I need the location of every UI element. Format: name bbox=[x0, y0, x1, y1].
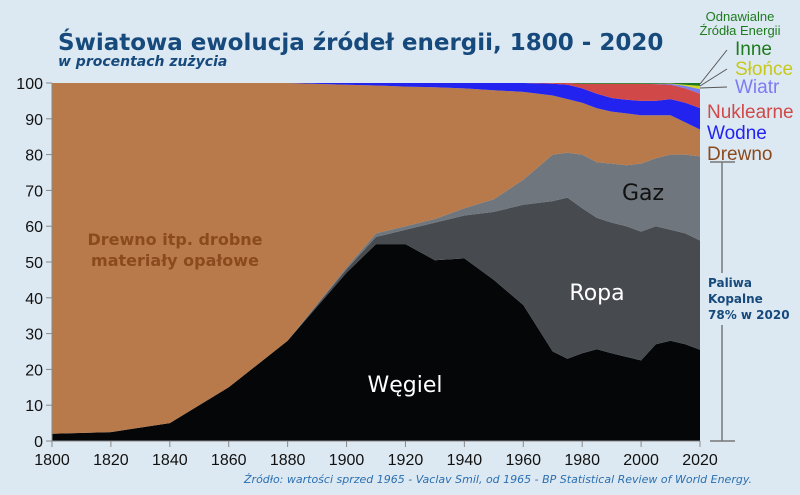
fossil-note-2: Kopalne bbox=[708, 292, 763, 306]
y-tick-label: 20 bbox=[25, 362, 43, 379]
fossil-note-1: Paliwa bbox=[708, 276, 752, 290]
y-tick-label: 40 bbox=[25, 291, 43, 308]
label-ropa: Ropa bbox=[569, 281, 624, 306]
legend-renewables-header-2: Źródła Energii bbox=[700, 23, 781, 38]
legend-renewables-header-1: Odnawialne bbox=[706, 9, 775, 24]
x-tick-label: 1800 bbox=[34, 452, 70, 469]
chart-subtitle: w procentach zużycia bbox=[58, 54, 227, 70]
legend-drewno: Drewno bbox=[707, 144, 772, 165]
area-nuklearne bbox=[52, 83, 700, 109]
label-drewno-line1: Drewno itp. drobne bbox=[87, 230, 262, 249]
label-drewno-line2: materiały opałowe bbox=[91, 251, 259, 270]
label-wegiel: Węgiel bbox=[367, 373, 442, 398]
legend-inne: Inne bbox=[735, 39, 772, 60]
x-tick-label: 2000 bbox=[623, 452, 659, 469]
area-inne bbox=[52, 83, 700, 86]
fossil-bracket bbox=[710, 161, 735, 442]
y-tick-label: 100 bbox=[16, 76, 43, 93]
legend-wodne: Wodne bbox=[707, 123, 767, 144]
leader-line-slonce bbox=[699, 68, 728, 87]
area-gaz bbox=[52, 152, 700, 434]
y-tick-label: 10 bbox=[25, 398, 43, 415]
legend-slonce: Słońce bbox=[735, 59, 793, 80]
x-tick-label: 1820 bbox=[93, 452, 129, 469]
x-tick-label: 1840 bbox=[152, 452, 188, 469]
x-tick-label: 1940 bbox=[447, 452, 483, 469]
legend-wiatr: Wiatr bbox=[735, 77, 780, 98]
fossil-note-3: 78% w 2020 bbox=[708, 308, 790, 322]
label-gaz: Gaz bbox=[622, 181, 664, 206]
leader-line-inne bbox=[699, 49, 728, 85]
y-tick-label: 30 bbox=[25, 327, 43, 344]
area-ropa bbox=[52, 197, 700, 434]
y-tick-label: 80 bbox=[25, 148, 43, 165]
x-tick-label: 1860 bbox=[211, 452, 247, 469]
y-tick-label: 0 bbox=[34, 434, 43, 451]
y-tick-label: 60 bbox=[25, 219, 43, 236]
axes: 0 10 20 30 40 50 60 70 80 90 100 1800 1820 1840 1860 18… bbox=[16, 76, 718, 469]
x-tick-label: 2020 bbox=[682, 452, 718, 469]
x-tick-label: 1900 bbox=[329, 452, 365, 469]
leader-line-wiatr bbox=[699, 86, 728, 89]
chart-title: Światowa ewolucja źródeł energii, 1800 -… bbox=[58, 28, 663, 56]
x-tick-label: 1980 bbox=[564, 452, 600, 469]
x-tick-label: 1960 bbox=[505, 452, 541, 469]
y-tick-label: 50 bbox=[25, 255, 43, 272]
legend-nuklearne: Nuklearne bbox=[707, 102, 794, 123]
area-węgiel bbox=[52, 244, 700, 441]
y-tick-label: 90 bbox=[25, 112, 43, 129]
x-tick-label: 1880 bbox=[270, 452, 306, 469]
area-drewno bbox=[52, 83, 700, 434]
area-layers bbox=[52, 83, 700, 441]
source-note: Źródło: wartości sprzed 1965 - Vaclav Sm… bbox=[243, 473, 752, 486]
x-tick-label: 1920 bbox=[388, 452, 424, 469]
y-tick-label: 70 bbox=[25, 183, 43, 200]
